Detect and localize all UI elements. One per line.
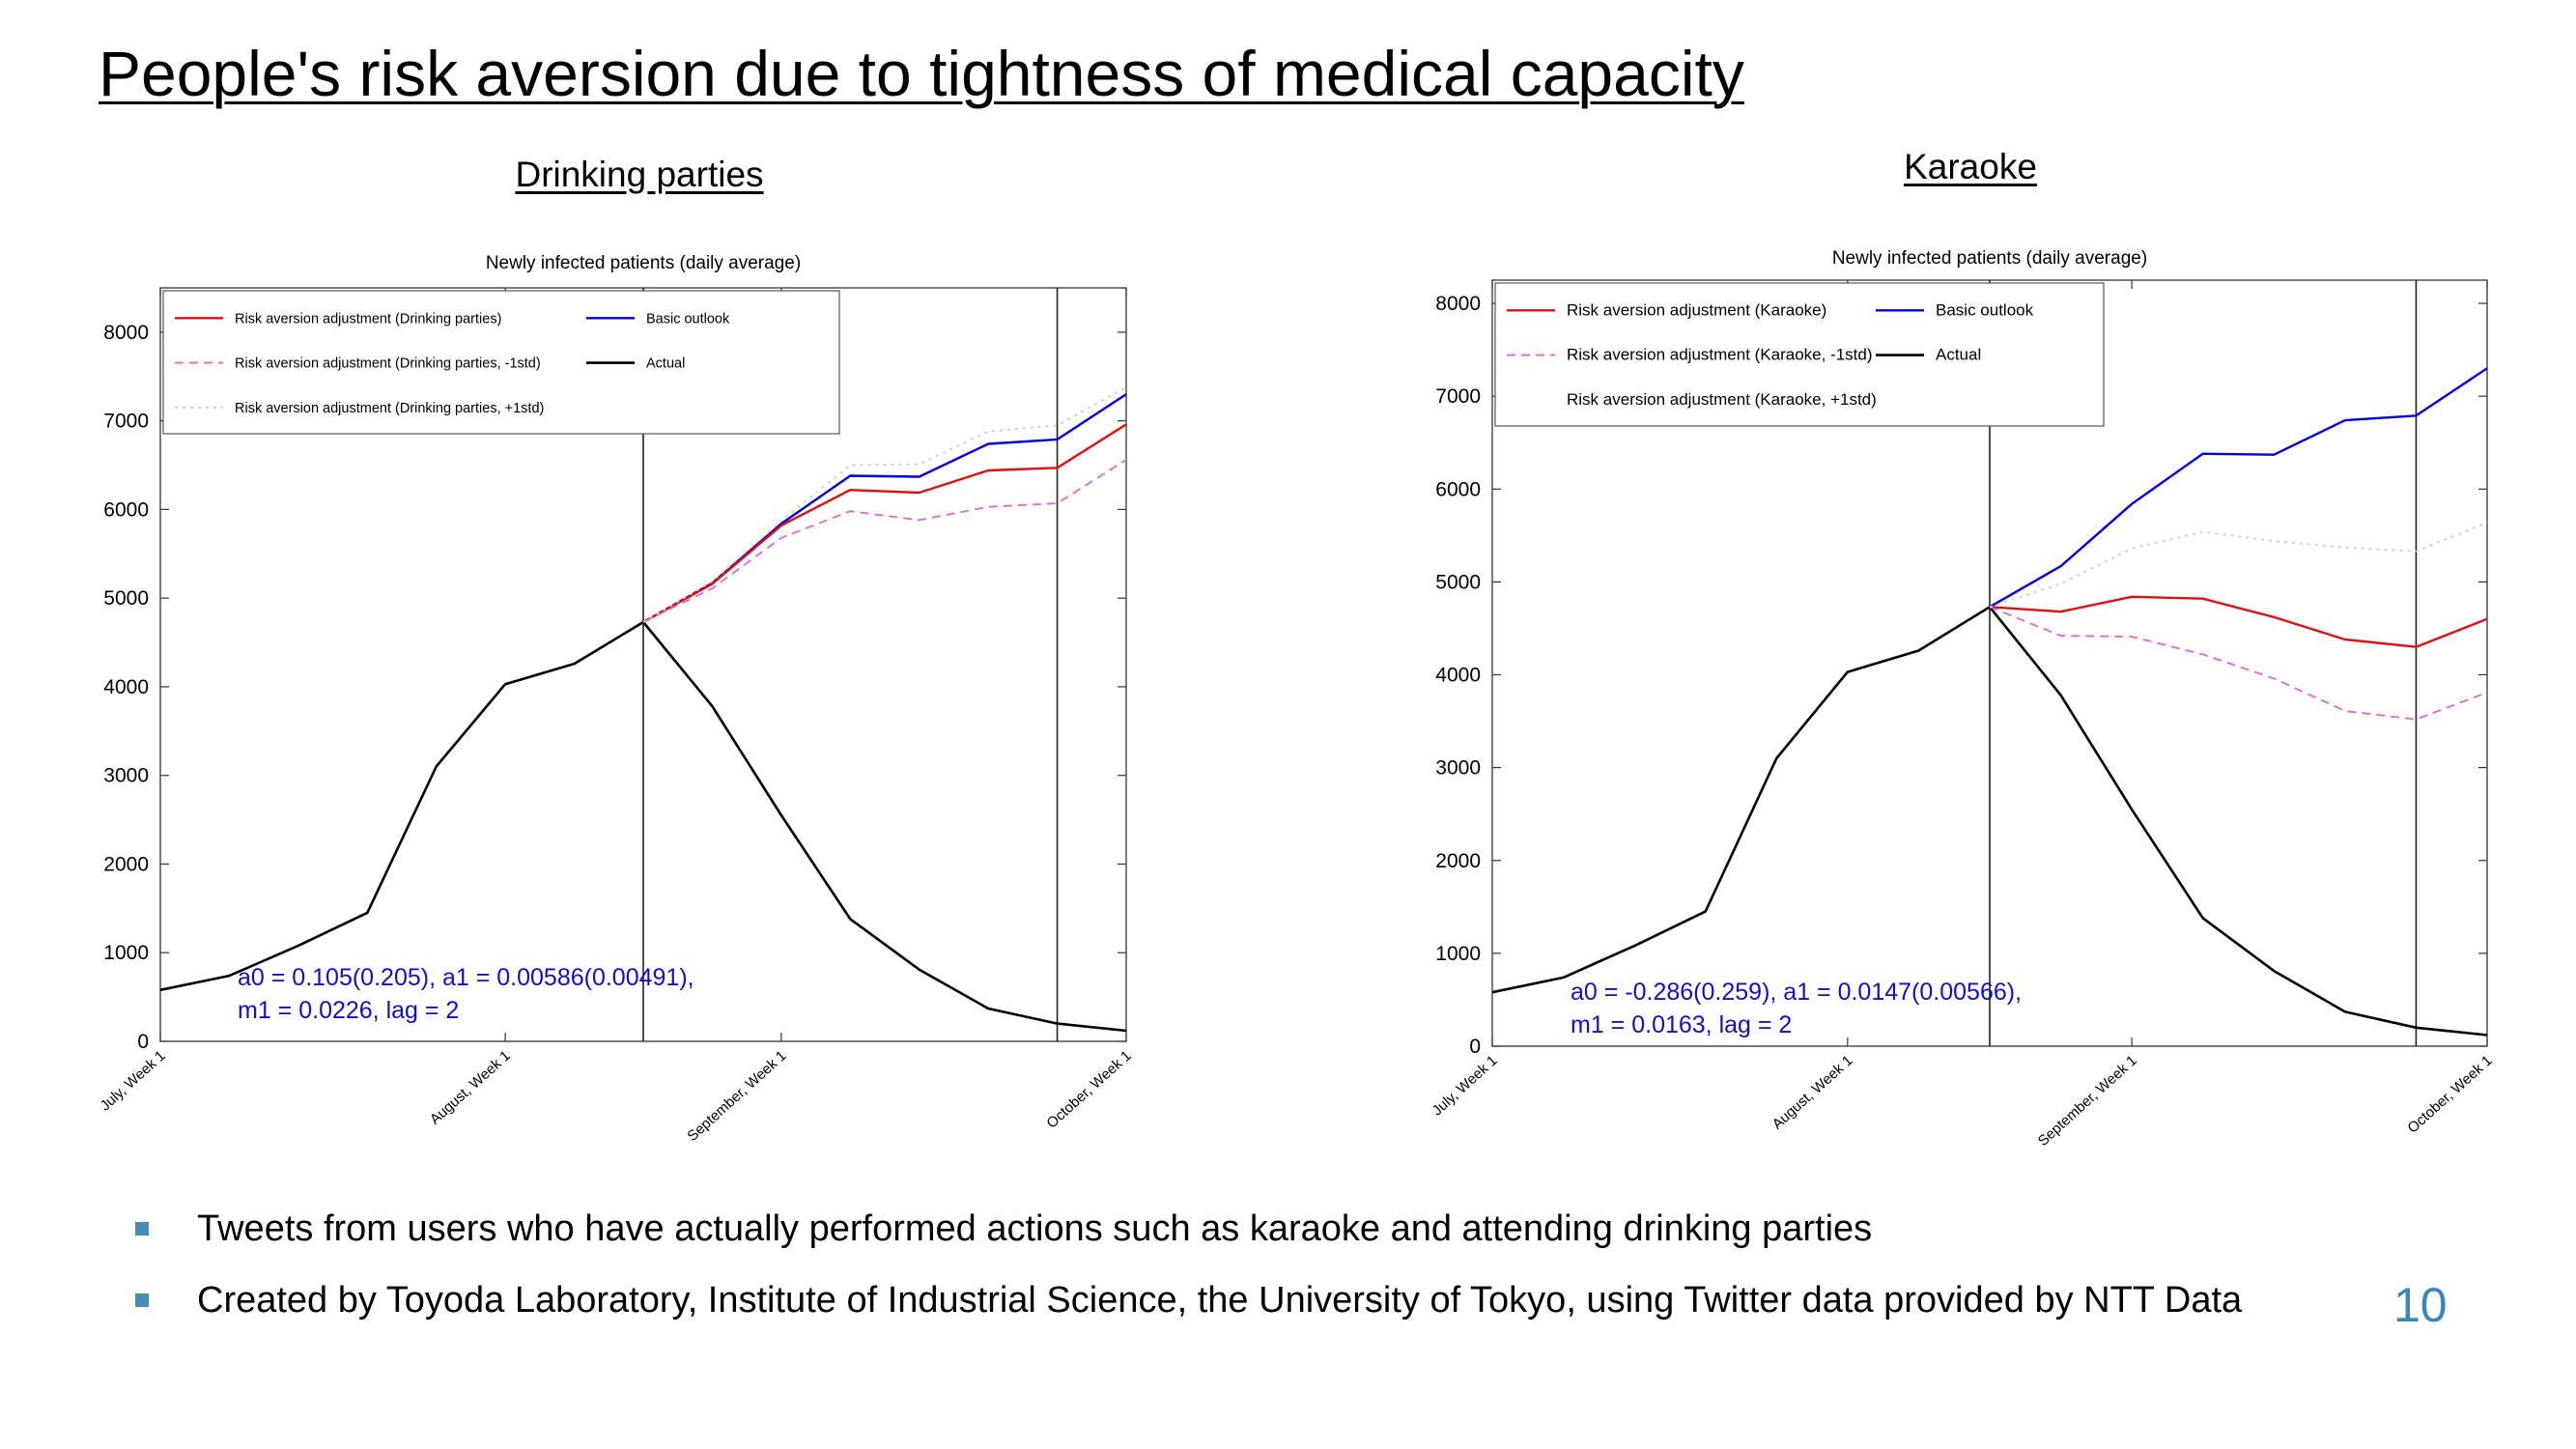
chart-title: Newly infected patients (daily average) bbox=[1832, 248, 2147, 269]
y-tick-label: 4000 bbox=[103, 676, 149, 698]
drinking-parties-chart: Newly infected patients (daily average) 0… bbox=[98, 253, 1135, 1145]
x-tick-label: July, Week 1 bbox=[1430, 1052, 1501, 1119]
y-tick-label: 2000 bbox=[1435, 850, 1481, 872]
series-line-adjusted bbox=[642, 423, 1127, 624]
y-tick-label: 6000 bbox=[103, 498, 149, 521]
y-tick-label: 1000 bbox=[103, 942, 149, 964]
y-tick-label: 4000 bbox=[1435, 665, 1481, 687]
legend-label: Risk aversion adjustment (Drinking parti… bbox=[235, 356, 541, 372]
x-tick-label: October, Week 1 bbox=[1043, 1047, 1134, 1131]
chart-heading-karaoke: Karaoke bbox=[1904, 147, 2037, 186]
x-tick-label: September, Week 1 bbox=[684, 1047, 789, 1145]
legend-label: Actual bbox=[1936, 346, 1981, 364]
page-number: 10 bbox=[2393, 1278, 2448, 1332]
series-line-plus bbox=[642, 386, 1127, 623]
bullet-square-icon bbox=[135, 1293, 149, 1307]
y-tick-label: 0 bbox=[137, 1031, 149, 1053]
y-tick-label: 8000 bbox=[1435, 293, 1481, 315]
chart-heading-drinking: Drinking parties bbox=[515, 155, 764, 194]
series-line-basic bbox=[1989, 367, 2488, 609]
x-tick-label: August, Week 1 bbox=[1769, 1052, 1856, 1132]
y-tick-label: 0 bbox=[1469, 1036, 1481, 1058]
legend-label: Risk aversion adjustment (Karaoke, +1std… bbox=[1567, 390, 1877, 409]
coefficient-annotation: m1 = 0.0163, lag = 2 bbox=[1571, 1011, 1792, 1038]
legend-label: Risk aversion adjustment (Karaoke, -1std… bbox=[1567, 346, 1873, 364]
legend-label: Risk aversion adjustment (Drinking parti… bbox=[235, 311, 501, 327]
legend-label: Basic outlook bbox=[646, 311, 730, 327]
legend-label: Risk aversion adjustment (Karaoke) bbox=[1567, 300, 1826, 319]
y-tick-label: 5000 bbox=[103, 587, 149, 610]
x-tick-label: September, Week 1 bbox=[2035, 1052, 2140, 1150]
legend-label: Actual bbox=[646, 356, 685, 372]
legend-box bbox=[162, 290, 840, 435]
slide-title: People's risk aversion due to tightness … bbox=[99, 38, 1744, 109]
y-tick-label: 5000 bbox=[1435, 571, 1481, 593]
karaoke-chart: Newly infected patients (daily average) 0… bbox=[1430, 248, 2496, 1150]
y-tick-label: 3000 bbox=[1435, 757, 1481, 780]
chart-title: Newly infected patients (daily average) bbox=[486, 253, 801, 273]
bullet-item: Created by Toyoda Laboratory, Institute … bbox=[133, 1279, 2242, 1350]
y-tick-label: 7000 bbox=[103, 411, 149, 433]
coefficient-annotation: a0 = -0.286(0.259), a1 = 0.0147(0.00566)… bbox=[1571, 979, 2022, 1006]
legend-label: Risk aversion adjustment (Drinking parti… bbox=[235, 401, 544, 416]
bullet-text: Tweets from users who have actually perf… bbox=[197, 1208, 1873, 1249]
legend-box bbox=[1494, 282, 2105, 427]
series-line-minus bbox=[1989, 606, 2488, 721]
series-line-minus bbox=[642, 459, 1127, 623]
x-tick-label: October, Week 1 bbox=[2404, 1052, 2495, 1136]
y-tick-label: 1000 bbox=[1435, 943, 1481, 965]
y-tick-label: 2000 bbox=[103, 853, 149, 875]
y-tick-label: 7000 bbox=[1435, 385, 1481, 408]
coefficient-annotation: m1 = 0.0226, lag = 2 bbox=[238, 997, 459, 1024]
bullet-item: Tweets from users who have actually perf… bbox=[133, 1208, 2242, 1279]
coefficient-annotation: a0 = 0.105(0.205), a1 = 0.00586(0.00491)… bbox=[238, 964, 694, 991]
y-tick-label: 3000 bbox=[103, 765, 149, 787]
series-line-adjusted bbox=[1989, 595, 2488, 648]
bullet-list: Tweets from users who have actually perf… bbox=[133, 1208, 2242, 1350]
y-tick-label: 6000 bbox=[1435, 478, 1481, 500]
bullet-square-icon bbox=[135, 1222, 149, 1236]
legend-label: Basic outlook bbox=[1936, 300, 2034, 319]
y-tick-label: 8000 bbox=[103, 322, 149, 344]
x-tick-label: July, Week 1 bbox=[98, 1047, 169, 1114]
series-line-plus bbox=[1989, 522, 2488, 609]
x-tick-label: August, Week 1 bbox=[427, 1047, 514, 1127]
bullet-text: Created by Toyoda Laboratory, Institute … bbox=[197, 1280, 2243, 1321]
